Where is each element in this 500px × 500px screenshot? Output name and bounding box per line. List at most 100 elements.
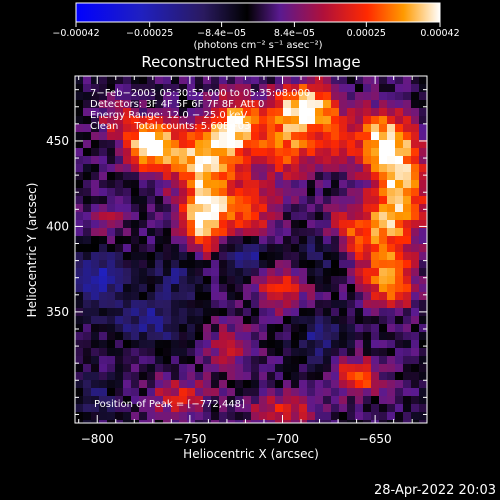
heatmap-cell bbox=[155, 100, 163, 108]
heatmap-cell bbox=[347, 140, 355, 148]
heatmap-cell bbox=[299, 380, 307, 388]
heatmap-cell bbox=[371, 252, 379, 260]
heatmap-cell bbox=[307, 300, 315, 308]
heatmap-cell bbox=[363, 300, 371, 308]
heatmap-cell bbox=[299, 324, 307, 332]
heatmap-cell bbox=[419, 324, 427, 332]
heatmap-cell bbox=[371, 388, 379, 396]
heatmap-cell bbox=[299, 180, 307, 188]
heatmap-cell bbox=[363, 244, 371, 252]
heatmap-cell bbox=[291, 124, 299, 132]
heatmap-cell bbox=[339, 268, 347, 276]
heatmap-cell bbox=[259, 284, 267, 292]
heatmap-cell bbox=[211, 236, 219, 244]
heatmap-cell bbox=[331, 212, 339, 220]
heatmap-cell bbox=[115, 108, 123, 116]
heatmap-cell bbox=[283, 196, 291, 204]
heatmap-cell bbox=[331, 76, 339, 84]
heatmap-cell bbox=[131, 364, 139, 372]
heatmap-cell bbox=[243, 236, 251, 244]
heatmap-cell bbox=[355, 132, 363, 140]
heatmap-cell bbox=[347, 236, 355, 244]
heatmap-cell bbox=[323, 148, 331, 156]
heatmap-cell bbox=[331, 316, 339, 324]
heatmap-cell bbox=[131, 260, 139, 268]
heatmap-cell bbox=[123, 412, 131, 420]
heatmap-cell bbox=[411, 164, 419, 172]
heatmap-cell bbox=[243, 356, 251, 364]
heatmap-cell bbox=[371, 260, 379, 268]
heatmap-cell bbox=[235, 388, 243, 396]
heatmap-cell bbox=[123, 132, 131, 140]
heatmap-cell bbox=[331, 396, 339, 404]
heatmap-cell bbox=[275, 284, 283, 292]
heatmap-cell bbox=[371, 340, 379, 348]
heatmap-cell bbox=[195, 92, 203, 100]
heatmap-cell bbox=[275, 372, 283, 380]
heatmap-cell bbox=[395, 404, 403, 412]
heatmap-cell bbox=[131, 148, 139, 156]
heatmap-cell bbox=[211, 220, 219, 228]
heatmap-cell bbox=[91, 172, 99, 180]
heatmap-cell bbox=[275, 420, 283, 423]
heatmap-cell bbox=[131, 380, 139, 388]
heatmap-cell bbox=[123, 292, 131, 300]
heatmap-cell bbox=[387, 292, 395, 300]
heatmap-cell bbox=[131, 156, 139, 164]
heatmap-cell bbox=[379, 268, 387, 276]
heatmap-cell bbox=[387, 420, 395, 423]
heatmap-cell bbox=[267, 284, 275, 292]
heatmap-cell bbox=[339, 332, 347, 340]
heatmap-cell bbox=[331, 228, 339, 236]
heatmap-cell bbox=[163, 396, 171, 404]
heatmap-cell bbox=[331, 188, 339, 196]
heatmap-cell bbox=[243, 348, 251, 356]
heatmap-cell bbox=[75, 116, 83, 124]
heatmap-cell bbox=[411, 388, 419, 396]
heatmap-cell bbox=[307, 132, 315, 140]
heatmap-cell bbox=[299, 300, 307, 308]
heatmap-cell bbox=[387, 76, 395, 84]
heatmap-cell bbox=[259, 404, 267, 412]
heatmap-cell bbox=[355, 364, 363, 372]
heatmap-cell bbox=[307, 116, 315, 124]
heatmap-cell bbox=[291, 276, 299, 284]
heatmap-cell bbox=[243, 164, 251, 172]
heatmap-cell bbox=[363, 348, 371, 356]
heatmap-cell bbox=[299, 148, 307, 156]
heatmap-cell bbox=[411, 172, 419, 180]
heatmap-cell bbox=[251, 260, 259, 268]
heatmap-cell bbox=[187, 156, 195, 164]
heatmap-cell bbox=[307, 412, 315, 420]
heatmap-cell bbox=[363, 156, 371, 164]
heatmap-cell bbox=[179, 156, 187, 164]
heatmap-cell bbox=[227, 212, 235, 220]
heatmap-cell bbox=[419, 140, 427, 148]
heatmap-cell bbox=[339, 140, 347, 148]
heatmap-cell bbox=[99, 76, 107, 84]
heatmap-cell bbox=[291, 76, 299, 84]
heatmap-cell bbox=[75, 92, 83, 100]
heatmap-cell bbox=[91, 412, 99, 420]
heatmap-cell bbox=[307, 188, 315, 196]
heatmap-cell bbox=[291, 132, 299, 140]
heatmap-cell bbox=[315, 100, 323, 108]
heatmap-cell bbox=[179, 348, 187, 356]
heatmap-cell bbox=[379, 108, 387, 116]
heatmap-cell bbox=[123, 100, 131, 108]
heatmap-cell bbox=[411, 228, 419, 236]
heatmap-cell bbox=[371, 164, 379, 172]
heatmap-cell bbox=[299, 196, 307, 204]
heatmap-cell bbox=[75, 292, 83, 300]
heatmap-cell bbox=[235, 268, 243, 276]
heatmap-cell bbox=[259, 196, 267, 204]
heatmap-cell bbox=[251, 420, 259, 423]
heatmap-cell bbox=[107, 292, 115, 300]
heatmap-cell bbox=[371, 372, 379, 380]
heatmap-cell bbox=[251, 348, 259, 356]
heatmap-cell bbox=[315, 196, 323, 204]
heatmap-cell bbox=[107, 420, 115, 423]
heatmap-cell bbox=[371, 116, 379, 124]
heatmap-cell bbox=[147, 220, 155, 228]
heatmap-cell bbox=[307, 252, 315, 260]
